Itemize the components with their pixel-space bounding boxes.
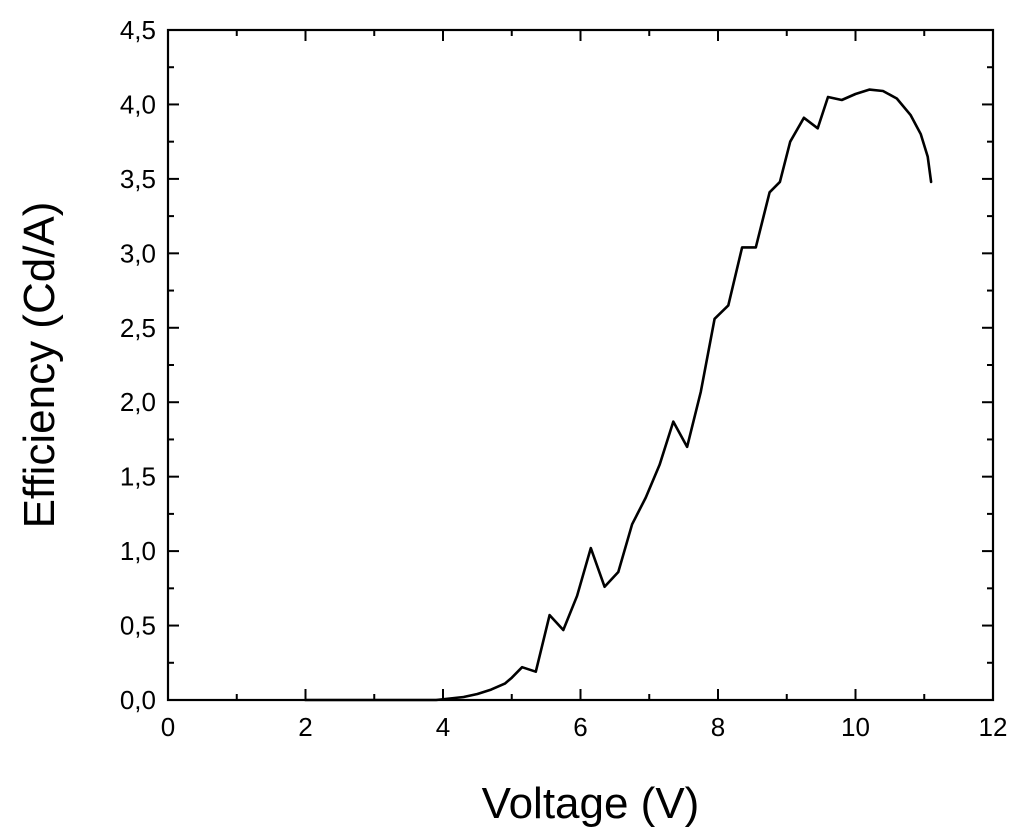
y-tick-label: 3,0 [120,238,156,268]
x-tick-label: 6 [573,712,587,742]
series-layer [304,88,933,702]
series-line [304,88,933,702]
x-tick-label: 0 [161,712,175,742]
y-tick-label: 0,0 [120,685,156,715]
tick-labels-layer: 0 2 4 6 8 10 12 0,0 0,5 1,0 1,5 2,0 2,5 3,0 3,5 4,0 4,5 [120,15,1008,742]
x-tick-label: 10 [841,712,870,742]
y-tick-label: 2,5 [120,313,156,343]
x-tick-label: 2 [298,712,312,742]
y-tick-label: 4,0 [120,89,156,119]
x-tick-label: 8 [711,712,725,742]
x-tick-label: 4 [436,712,450,742]
x-tick-label: 12 [979,712,1008,742]
y-tick-label: 0,5 [120,611,156,641]
y-axis-title: Efficiency (Cd/A) [15,202,64,529]
y-tick-label: 3,5 [120,164,156,194]
y-tick-label: 1,5 [120,462,156,492]
plot-frame [166,28,995,702]
ticks-layer [167,29,994,701]
y-tick-label: 4,5 [120,15,156,45]
y-tick-label: 2,0 [120,387,156,417]
y-tick-label: 1,0 [120,536,156,566]
x-axis-title: Voltage (V) [482,779,700,828]
